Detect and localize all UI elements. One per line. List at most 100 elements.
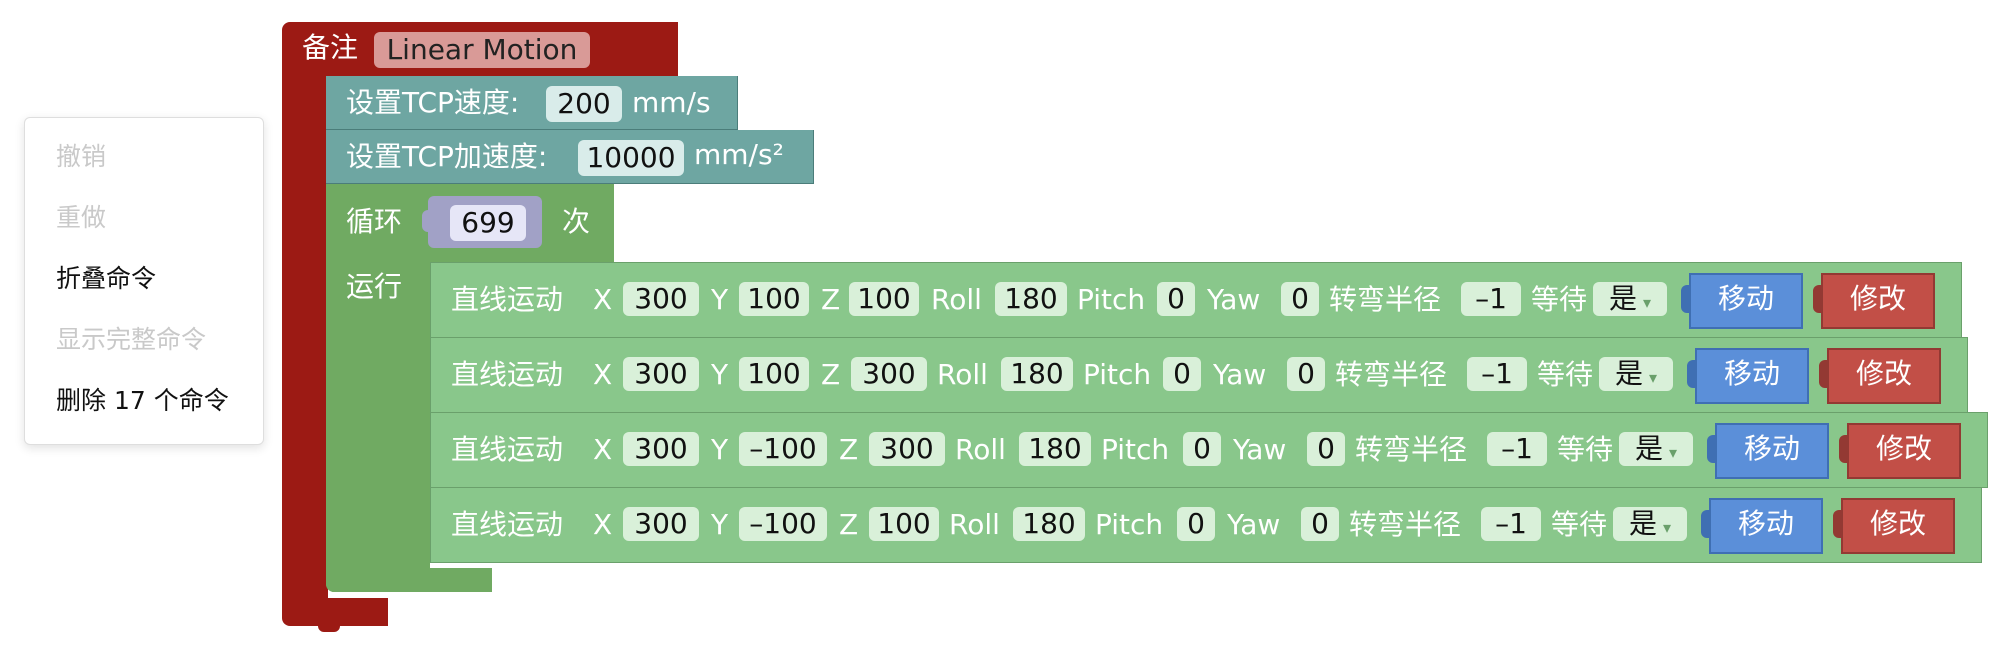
yaw-label: Yaw xyxy=(1207,283,1261,316)
pitch-field[interactable]: 0 xyxy=(1163,357,1201,391)
comment-block-left-bar[interactable] xyxy=(282,76,328,618)
menu-undo[interactable]: 撤销 xyxy=(56,142,107,171)
tcp-accel-label: 设置TCP加速度: xyxy=(346,140,548,173)
roll-label: Roll xyxy=(937,358,988,391)
loop-block-bottom[interactable] xyxy=(326,568,492,592)
wait-label: 等待 xyxy=(1551,508,1608,541)
y-field[interactable]: 100 xyxy=(739,282,809,316)
y-label: Y xyxy=(711,358,729,391)
y-label: Y xyxy=(711,433,729,466)
linear-motion-block[interactable]: 直线运动 X 300 Y 100 Z 100 Roll 180 Pitch 0 … xyxy=(430,262,1962,338)
z-label: Z xyxy=(821,283,841,316)
loop-times-label: 次 xyxy=(562,205,591,238)
linear-motion-block[interactable]: 直线运动 X 300 Y 100 Z 300 Roll 180 Pitch 0 … xyxy=(430,337,1968,413)
linear-motion-block[interactable]: 直线运动 X 300 Y –100 Z 300 Roll 180 Pitch 0… xyxy=(430,412,1988,488)
edit-button[interactable]: 修改 xyxy=(1827,348,1941,404)
z-field[interactable]: 100 xyxy=(869,507,939,541)
comment-text-field[interactable]: Linear Motion xyxy=(374,32,590,68)
loop-label: 循环 xyxy=(346,205,403,238)
pitch-field[interactable]: 0 xyxy=(1177,507,1215,541)
x-field[interactable]: 300 xyxy=(623,282,699,316)
tcp-accel-unit: mm/s² xyxy=(694,138,784,171)
z-label: Z xyxy=(839,433,859,466)
roll-field[interactable]: 180 xyxy=(1013,507,1085,541)
edit-button[interactable]: 修改 xyxy=(1847,423,1961,479)
yaw-field[interactable]: 0 xyxy=(1281,282,1319,316)
wait-dropdown[interactable]: 是 xyxy=(1619,432,1693,466)
move-button[interactable]: 移动 xyxy=(1695,348,1809,404)
wait-label: 等待 xyxy=(1531,283,1588,316)
tcp-accel-field[interactable]: 10000 xyxy=(578,140,684,176)
roll-label: Roll xyxy=(949,508,1000,541)
comment-label: 备注 xyxy=(302,31,359,64)
move-button[interactable]: 移动 xyxy=(1689,273,1803,329)
roll-field[interactable]: 180 xyxy=(1019,432,1091,466)
yaw-field[interactable]: 0 xyxy=(1301,507,1339,541)
pitch-label: Pitch xyxy=(1101,433,1170,466)
loop-block-left-bar[interactable] xyxy=(326,262,430,592)
roll-label: Roll xyxy=(955,433,1006,466)
y-label: Y xyxy=(711,283,729,316)
wait-dropdown[interactable]: 是 xyxy=(1613,507,1687,541)
roll-field[interactable]: 180 xyxy=(995,282,1067,316)
y-field[interactable]: –100 xyxy=(739,507,827,541)
tcp-speed-block[interactable] xyxy=(326,76,738,130)
roll-field[interactable]: 180 xyxy=(1001,357,1073,391)
x-label: X xyxy=(593,433,613,466)
menu-redo[interactable]: 重做 xyxy=(56,203,107,232)
linear-motion-label: 直线运动 xyxy=(451,508,564,541)
tcp-speed-label: 设置TCP速度: xyxy=(346,86,520,119)
tcp-accel-block[interactable] xyxy=(326,130,814,184)
radius-field[interactable]: –1 xyxy=(1461,282,1521,316)
y-field[interactable]: –100 xyxy=(739,432,827,466)
x-label: X xyxy=(593,508,613,541)
edit-button[interactable]: 修改 xyxy=(1821,273,1935,329)
yaw-field[interactable]: 0 xyxy=(1307,432,1345,466)
radius-field[interactable]: –1 xyxy=(1487,432,1547,466)
context-menu: 撤销 重做 折叠命令 显示完整命令 删除 17 个命令 xyxy=(24,117,264,445)
menu-collapse[interactable]: 折叠命令 xyxy=(56,264,157,293)
tcp-speed-unit: mm/s xyxy=(632,86,711,119)
edit-button[interactable]: 修改 xyxy=(1841,498,1955,554)
wait-dropdown[interactable]: 是 xyxy=(1593,282,1667,316)
move-button[interactable]: 移动 xyxy=(1709,498,1823,554)
radius-label: 转弯半径 xyxy=(1335,358,1448,391)
yaw-label: Yaw xyxy=(1233,433,1287,466)
comment-block-notch xyxy=(318,622,340,632)
z-field[interactable]: 300 xyxy=(851,357,927,391)
x-field[interactable]: 300 xyxy=(623,357,699,391)
radius-field[interactable]: –1 xyxy=(1467,357,1527,391)
menu-show-full[interactable]: 显示完整命令 xyxy=(56,325,207,354)
y-label: Y xyxy=(711,508,729,541)
x-field[interactable]: 300 xyxy=(623,432,699,466)
x-label: X xyxy=(593,283,613,316)
linear-motion-label: 直线运动 xyxy=(451,283,564,316)
pitch-field[interactable]: 0 xyxy=(1183,432,1221,466)
y-field[interactable]: 100 xyxy=(739,357,809,391)
loop-run-label: 运行 xyxy=(346,270,403,303)
x-field[interactable]: 300 xyxy=(623,507,699,541)
radius-label: 转弯半径 xyxy=(1329,283,1442,316)
z-label: Z xyxy=(839,508,859,541)
wait-label: 等待 xyxy=(1537,358,1594,391)
tcp-speed-field[interactable]: 200 xyxy=(546,86,622,122)
linear-motion-label: 直线运动 xyxy=(451,358,564,391)
yaw-field[interactable]: 0 xyxy=(1287,357,1325,391)
comment-block-bottom[interactable] xyxy=(282,598,388,626)
pitch-field[interactable]: 0 xyxy=(1157,282,1195,316)
x-label: X xyxy=(593,358,613,391)
menu-delete[interactable]: 删除 17 个命令 xyxy=(56,386,229,415)
yaw-label: Yaw xyxy=(1213,358,1267,391)
yaw-label: Yaw xyxy=(1227,508,1281,541)
pitch-label: Pitch xyxy=(1095,508,1164,541)
wait-dropdown[interactable]: 是 xyxy=(1599,357,1673,391)
z-field[interactable]: 100 xyxy=(849,282,919,316)
z-field[interactable]: 300 xyxy=(869,432,945,466)
pitch-label: Pitch xyxy=(1077,283,1146,316)
pitch-label: Pitch xyxy=(1083,358,1152,391)
move-button[interactable]: 移动 xyxy=(1715,423,1829,479)
loop-count-field[interactable]: 699 xyxy=(450,205,526,241)
radius-field[interactable]: –1 xyxy=(1481,507,1541,541)
roll-label: Roll xyxy=(931,283,982,316)
linear-motion-block[interactable]: 直线运动 X 300 Y –100 Z 100 Roll 180 Pitch 0… xyxy=(430,487,1982,563)
